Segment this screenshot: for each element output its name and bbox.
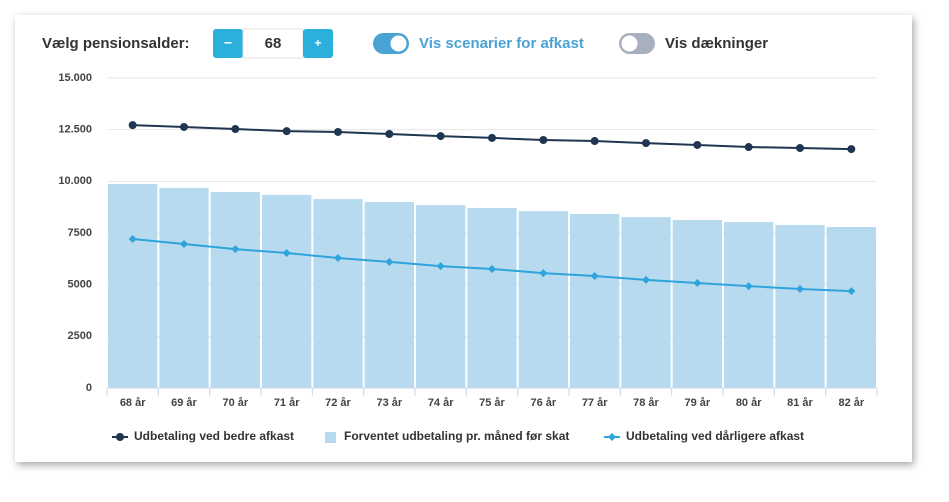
x-tick-label: 78 år xyxy=(633,397,659,409)
y-tick-label: 15.000 xyxy=(58,72,92,84)
age-value: 68 xyxy=(265,35,282,52)
x-tick-label: 71 år xyxy=(274,397,300,409)
legend-swatch xyxy=(325,432,336,443)
toggle-coverage-label: Vis dækninger xyxy=(665,35,768,52)
bar xyxy=(364,202,414,388)
age-label: Vælg pensionsalder: xyxy=(42,35,190,52)
toggle-scenarios-label: Vis scenarier for afkast xyxy=(419,35,584,52)
bar xyxy=(672,219,722,388)
legend-label: Udbetaling ved bedre afkast xyxy=(134,429,294,443)
bar xyxy=(262,194,312,388)
bar xyxy=(621,217,671,388)
circle-marker xyxy=(385,130,394,139)
diamond-marker xyxy=(385,257,394,266)
diamond-marker xyxy=(590,271,599,280)
y-tick-label: 2500 xyxy=(68,330,92,342)
circle-marker xyxy=(436,132,445,141)
bar xyxy=(826,227,876,388)
x-tick-label: 82 år xyxy=(838,397,864,409)
bar xyxy=(210,192,260,388)
diamond-marker xyxy=(282,249,291,258)
x-tick-label: 68 år xyxy=(120,397,146,409)
plus-button[interactable] xyxy=(303,29,333,58)
bar xyxy=(724,222,774,388)
circle-marker xyxy=(796,144,804,153)
x-tick-label: 81 år xyxy=(787,397,813,409)
bar xyxy=(159,187,209,388)
x-tick-label: 80 år xyxy=(736,397,762,409)
bar xyxy=(467,207,517,388)
y-tick-label: 10.000 xyxy=(58,175,92,187)
x-tick-label: 79 år xyxy=(684,397,710,409)
diamond-marker xyxy=(744,282,753,291)
chart: 0 2500 5000 7500 10.000 12.500 15.000 68 år 69 å… xyxy=(58,72,878,443)
x-tick-label: 75 år xyxy=(479,397,505,409)
x-tick-label: 74 år xyxy=(428,397,454,409)
diamond-marker xyxy=(436,262,445,271)
diamond-marker xyxy=(488,264,496,273)
x-tick-label: 76 år xyxy=(530,397,556,409)
minus-label: − xyxy=(224,35,232,51)
x-tick-label: 73 år xyxy=(376,397,402,409)
circle-marker xyxy=(488,133,496,142)
circle-marker xyxy=(128,121,137,130)
y-tick-label: 5000 xyxy=(68,279,92,291)
circle-marker xyxy=(847,145,856,154)
diamond-marker xyxy=(847,287,856,296)
bar xyxy=(775,224,825,388)
circle-marker xyxy=(693,140,702,149)
bar xyxy=(108,184,158,388)
bar xyxy=(313,199,363,388)
circle-marker xyxy=(180,122,188,131)
bar xyxy=(416,205,466,388)
age-input[interactable] xyxy=(242,28,304,59)
diamond-marker xyxy=(608,433,616,441)
plus-label: + xyxy=(314,36,321,50)
circle-marker xyxy=(282,127,291,136)
y-tick-label: 7500 xyxy=(68,227,92,239)
circle-marker xyxy=(116,433,124,441)
diamond-marker xyxy=(128,234,137,243)
x-tick-label: 72 år xyxy=(325,397,351,409)
legend-label: Forventet udbetaling pr. måned før skat xyxy=(344,429,569,443)
circle-marker xyxy=(744,143,753,152)
toggle-knob xyxy=(390,35,407,52)
y-tick-label: 0 xyxy=(86,382,92,394)
diamond-marker xyxy=(539,269,548,278)
diamond-marker xyxy=(642,275,650,284)
x-tick-label: 77 år xyxy=(582,397,608,409)
circle-marker xyxy=(231,125,240,134)
circle-marker xyxy=(590,137,599,146)
diamond-marker xyxy=(180,239,188,248)
x-tick-label: 69 år xyxy=(171,397,197,409)
diamond-marker xyxy=(693,279,702,288)
circle-marker xyxy=(334,127,342,136)
diamond-marker xyxy=(796,285,804,294)
legend-label: Udbetaling ved dårligere afkast xyxy=(626,429,804,443)
diamond-marker xyxy=(334,254,342,263)
toggle-knob xyxy=(621,35,638,52)
bar xyxy=(570,213,620,388)
diamond-marker xyxy=(231,245,240,254)
x-tick-label: 70 år xyxy=(222,397,248,409)
circle-marker xyxy=(642,139,650,148)
y-tick-label: 12.500 xyxy=(58,124,92,136)
bar xyxy=(518,211,568,388)
circle-marker xyxy=(539,136,548,144)
minus-button[interactable] xyxy=(213,29,243,58)
